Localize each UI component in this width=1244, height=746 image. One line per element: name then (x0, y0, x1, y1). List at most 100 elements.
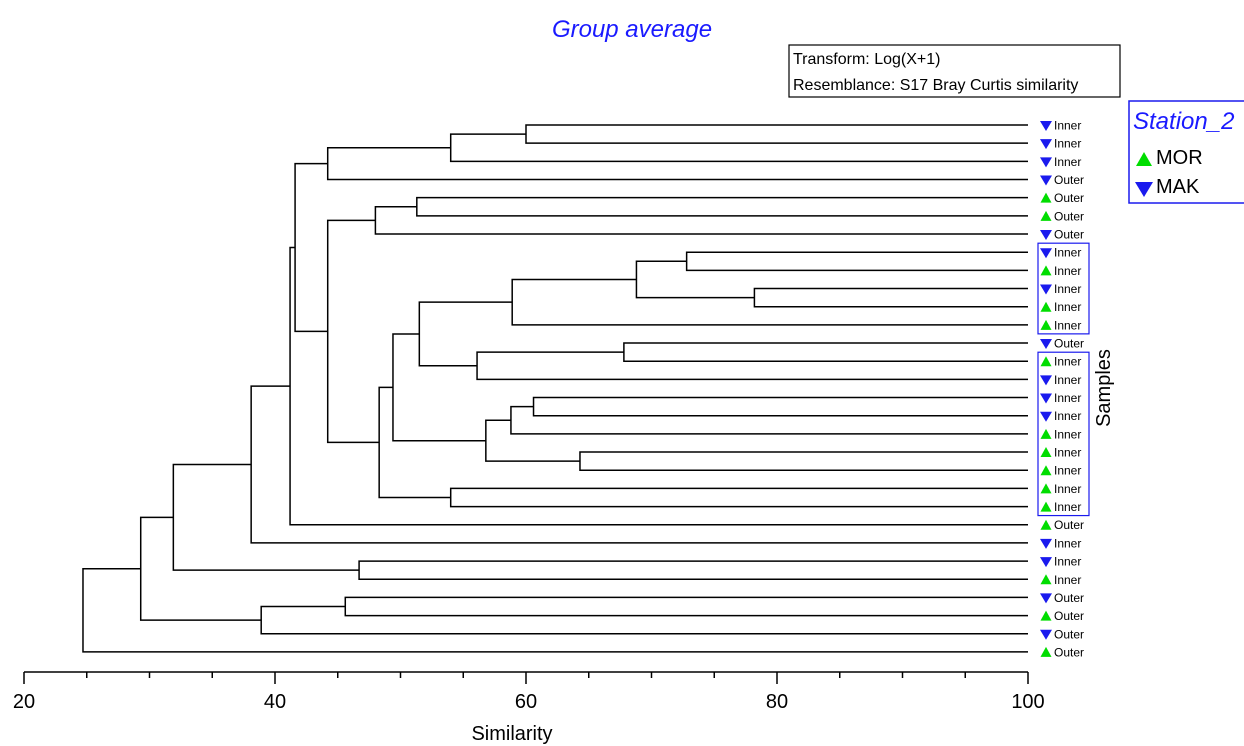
leaf-label: Outer (1054, 518, 1084, 532)
leaf-label: Outer (1054, 591, 1084, 605)
legend-triangle-up-icon (1136, 152, 1152, 166)
triangle-down-icon (1040, 538, 1052, 549)
dendrogram-branch (260, 605, 1028, 635)
dendrogram-branch (485, 419, 580, 462)
dendrogram-branch (510, 405, 1028, 435)
leaf-label: Inner (1054, 373, 1081, 387)
leaf-label: Inner (1054, 155, 1081, 169)
triangle-up-icon (1040, 356, 1052, 367)
leaf-label: Outer (1054, 173, 1084, 187)
leaf-label: Inner (1054, 391, 1081, 405)
leaf-label: Inner (1054, 264, 1081, 278)
dendrogram-branch (635, 260, 755, 299)
leaf-label: Inner (1054, 137, 1081, 151)
leaf-label: Outer (1054, 209, 1084, 223)
dendrogram-branch (374, 206, 1028, 235)
leaf-label: Inner (1054, 573, 1081, 587)
triangle-down-icon (1040, 557, 1052, 568)
legend-item-mor: MOR (1156, 147, 1203, 169)
leaf-label: Inner (1054, 482, 1081, 496)
dendrogram-branch (449, 487, 1028, 508)
dendrogram-branch (532, 396, 1028, 417)
leaf-label: Outer (1054, 191, 1084, 205)
triangle-up-icon (1040, 610, 1052, 621)
triangle-down-icon (1040, 175, 1052, 186)
triangle-up-icon (1040, 265, 1052, 276)
dendrogram-branch (511, 278, 1028, 326)
dendrogram-branch (418, 301, 513, 367)
dendrogram-branch (623, 342, 1028, 362)
dendrogram-branch (326, 146, 1028, 181)
dendrogram-branch (685, 251, 1028, 272)
dendrogram-branch (392, 333, 486, 442)
triangle-down-icon (1040, 411, 1052, 422)
triangle-up-icon (1040, 483, 1052, 494)
triangle-down-icon (1040, 339, 1052, 350)
leaf-label: Inner (1054, 464, 1081, 478)
leaf-label: Inner (1054, 119, 1081, 133)
leaf-label: Outer (1054, 609, 1084, 623)
triangle-up-icon (1040, 319, 1052, 330)
dendrogram-branch (172, 463, 360, 571)
x-tick-label: 80 (766, 691, 788, 713)
triangle-down-icon (1040, 230, 1052, 241)
x-tick-label: 40 (264, 691, 286, 713)
triangle-down-icon (1040, 375, 1052, 386)
dendrogram-branch (449, 133, 1028, 163)
triangle-up-icon (1040, 501, 1052, 512)
leaf-label: Outer (1054, 337, 1084, 351)
triangle-down-icon (1040, 248, 1052, 259)
x-tick-label: 60 (515, 691, 537, 713)
leaf-label: Inner (1054, 409, 1081, 423)
x-tick-label: 20 (13, 691, 35, 713)
annotation-resemblance: Resemblance: S17 Bray Curtis similarity (793, 77, 1078, 94)
dendrogram-branch (525, 124, 1028, 144)
triangle-down-icon (1040, 139, 1052, 150)
dendrogram-branch (326, 219, 380, 444)
triangle-up-icon (1040, 519, 1052, 530)
dendrogram-branch (579, 451, 1028, 471)
leaf-label: Inner (1054, 282, 1081, 296)
triangle-down-icon (1040, 157, 1052, 168)
triangle-down-icon (1040, 121, 1052, 131)
x-tick-label: 100 (1011, 691, 1044, 713)
leaf-label: Outer (1054, 228, 1084, 242)
dendrogram-branch (294, 162, 328, 333)
dendrogram-branch (139, 516, 262, 621)
annotation-border (788, 44, 1121, 98)
leaf-label: Inner (1054, 500, 1081, 514)
leaf-label: Inner (1054, 300, 1081, 314)
dendrogram-branch (378, 386, 451, 499)
annotation-box: Transform: Log(X+1) Resemblance: S17 Bra… (788, 44, 1121, 98)
triangle-up-icon (1040, 192, 1052, 203)
dendrogram-branch (250, 385, 1028, 544)
leaf-label: Inner (1054, 555, 1081, 569)
leaf-label: Inner (1054, 446, 1081, 460)
leaf-label: Inner (1054, 246, 1081, 260)
dendrogram-branch (416, 196, 1028, 217)
dendrogram-branches (82, 124, 1028, 653)
leaf-label: Inner (1054, 427, 1081, 441)
triangle-down-icon (1040, 284, 1052, 295)
triangle-up-icon (1040, 301, 1052, 312)
legend: Station_2 MOR MAK (1128, 100, 1244, 204)
triangle-up-icon (1040, 210, 1052, 221)
dendrogram-branch (344, 596, 1028, 617)
leaf-markers: Inner Inner Inner Outer Outer Outer Outer Inner… (1040, 119, 1084, 659)
x-axis: 20 40 60 80 100 (13, 671, 1045, 713)
triangle-down-icon (1040, 629, 1052, 640)
chart-title: Group average (552, 16, 712, 43)
triangle-down-icon (1040, 593, 1052, 604)
leaf-label: Outer (1054, 627, 1084, 641)
triangle-down-icon (1040, 393, 1052, 404)
annotation-transform: Transform: Log(X+1) (793, 51, 940, 68)
triangle-up-icon (1040, 428, 1052, 439)
triangle-up-icon (1040, 465, 1052, 476)
triangle-up-icon (1040, 574, 1052, 585)
leaf-label: Outer (1054, 645, 1084, 659)
highlight-group-box (1037, 242, 1090, 335)
triangle-up-icon (1040, 646, 1052, 657)
leaf-label: Inner (1054, 318, 1081, 332)
y-axis-label: Samples (1093, 349, 1115, 427)
